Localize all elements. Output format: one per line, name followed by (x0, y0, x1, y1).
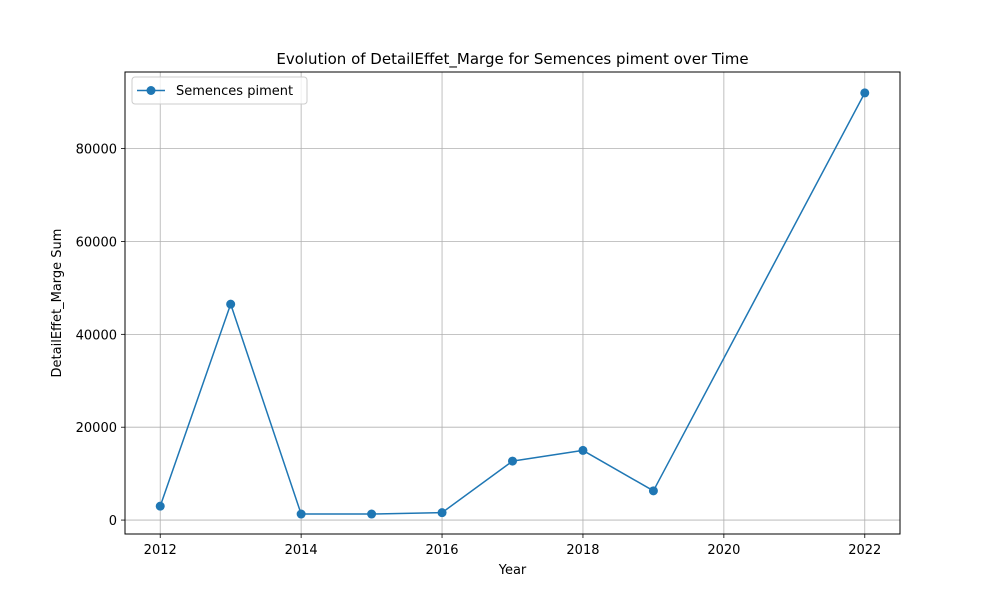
y-tick-label: 80000 (76, 143, 117, 158)
axis-ticks: 2012 2014 2016 2018 2020 2022 0 20000 40000 60000… (76, 143, 882, 558)
legend-box (131, 76, 308, 105)
y-tick-label: 0 (109, 514, 117, 529)
data-point (437, 508, 447, 518)
x-tick-label: 2022 (848, 543, 881, 558)
x-tick-label: 2020 (707, 543, 740, 558)
y-axis-label: DetailEffet_Marge Sum (50, 229, 65, 378)
data-point (296, 509, 306, 519)
x-tick-label: 2014 (285, 543, 318, 558)
data-point (648, 486, 658, 496)
series-line (159, 92, 866, 515)
data-point (155, 501, 165, 511)
legend-label: Semences piment (176, 84, 293, 99)
data-point (367, 509, 377, 519)
y-tick-label: 40000 (76, 328, 117, 343)
x-axis-label: Year (498, 563, 527, 578)
y-tick-label: 20000 (76, 421, 117, 436)
plot-area-frame (124, 71, 901, 535)
x-tick-label: 2016 (425, 543, 458, 558)
x-tick-label: 2018 (566, 543, 599, 558)
data-point (508, 456, 517, 466)
data-series (155, 88, 870, 519)
chart-title: Evolution of DetailEffet_Marge for Semen… (276, 50, 748, 69)
data-point (226, 299, 236, 309)
x-tick-label: 2012 (144, 543, 177, 558)
data-point (860, 88, 870, 98)
data-point (578, 445, 588, 455)
legend-marker (146, 86, 156, 95)
legend: Semences piment (131, 76, 308, 105)
grid-lines (125, 72, 900, 534)
y-tick-label: 60000 (76, 235, 117, 250)
